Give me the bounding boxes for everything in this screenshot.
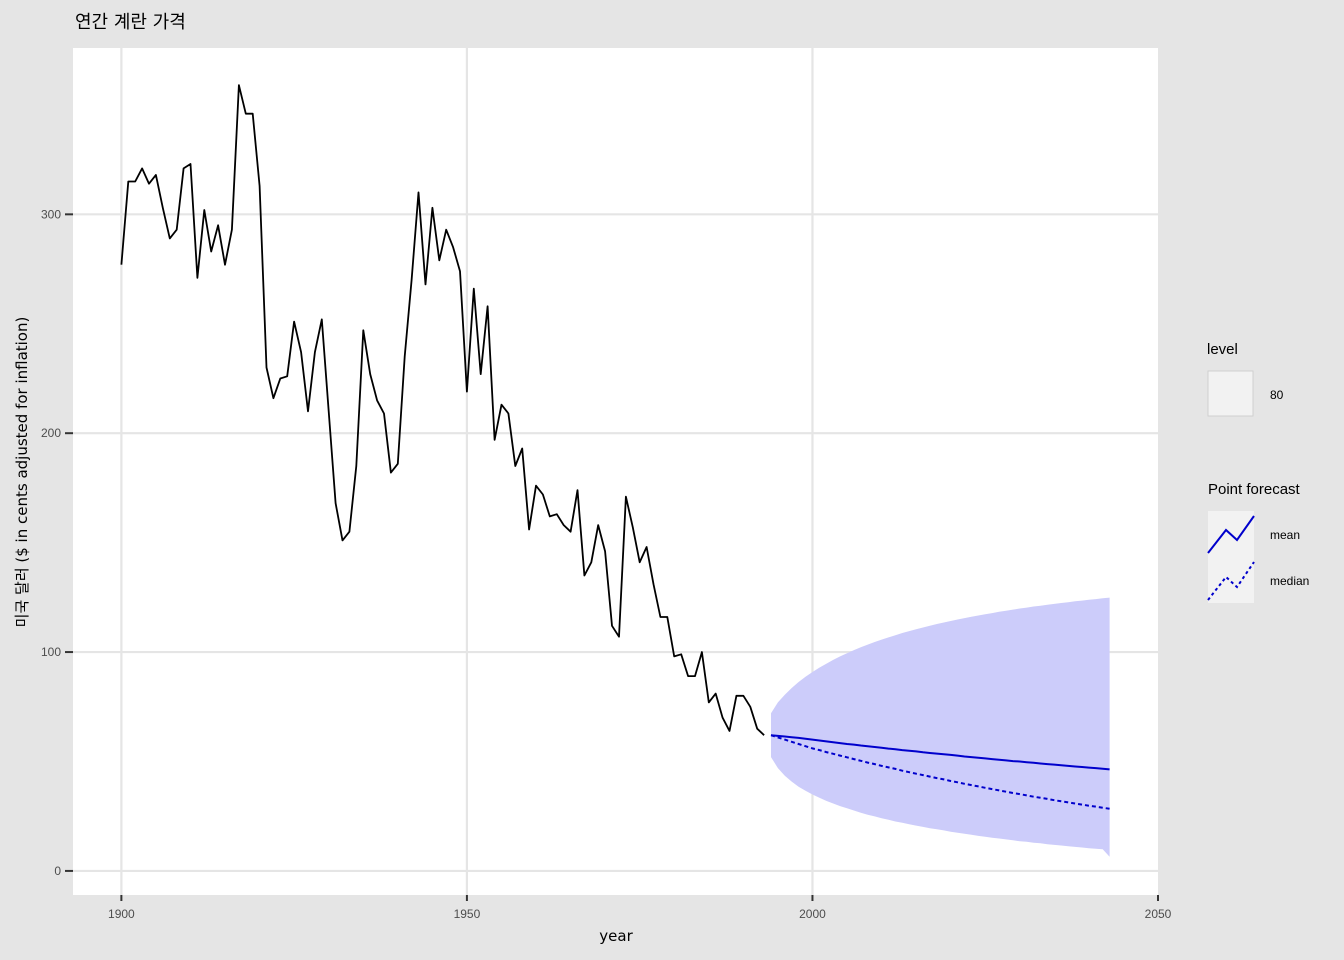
legend-level-label-80: 80	[1270, 388, 1284, 402]
prediction-interval-80	[771, 597, 1110, 857]
series-line-history	[120, 84, 765, 736]
series-line-mean	[770, 734, 1110, 771]
y-tick-label-200: 200	[41, 426, 61, 440]
y-tick-label-100: 100	[41, 645, 61, 659]
y-axis-title: 미국 달러 ($ in cents adjusted for inflation…	[13, 317, 31, 628]
interval-layer	[771, 597, 1110, 857]
series-line-median	[770, 734, 1110, 810]
legend-mean-label: mean	[1270, 528, 1300, 542]
x-tick-label-2000: 2000	[799, 907, 826, 921]
x-tick-label-2050: 2050	[1145, 907, 1172, 921]
legend-mean-swatch	[1207, 515, 1255, 554]
axis-ticks: 0 100 200 300 1900 1950 2000 2050	[41, 207, 1172, 921]
legend-median-key	[1208, 557, 1254, 603]
y-tick-label-300: 300	[41, 207, 61, 221]
y-tick-label-0: 0	[54, 864, 61, 878]
legend-level-key	[1207, 370, 1254, 417]
x-tick-label-1900: 1900	[108, 907, 135, 921]
legend-median-label: median	[1270, 574, 1309, 588]
series-lines	[120, 84, 1110, 810]
x-axis-title: year	[599, 927, 633, 945]
legend-median-swatch	[1207, 561, 1255, 601]
legend-forecast-title: Point forecast	[1208, 481, 1301, 498]
legend-level-title: level	[1207, 341, 1238, 358]
legend: level 80 Point forecast mean median	[1207, 341, 1309, 603]
x-tick-label-1950: 1950	[454, 907, 481, 921]
chart-title: 연간 계란 가격	[75, 12, 186, 33]
